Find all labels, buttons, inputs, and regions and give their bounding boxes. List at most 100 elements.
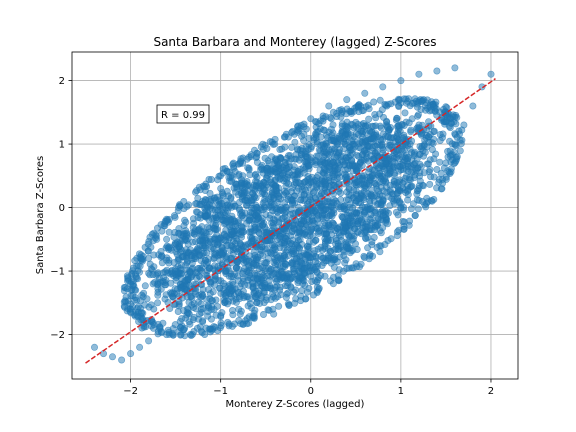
data-point <box>337 196 345 204</box>
data-point <box>436 137 444 145</box>
data-point <box>415 185 423 193</box>
data-point <box>420 96 428 104</box>
data-point <box>282 227 290 235</box>
data-point <box>287 205 295 213</box>
data-point <box>233 183 241 191</box>
data-point <box>181 324 189 332</box>
data-point <box>358 223 366 231</box>
data-point <box>280 191 288 199</box>
data-point <box>138 257 146 265</box>
data-point <box>199 242 207 250</box>
data-point <box>403 182 411 190</box>
data-point <box>91 343 99 351</box>
data-point <box>289 127 297 135</box>
data-point <box>353 178 361 186</box>
data-point <box>294 236 302 244</box>
data-point <box>288 261 296 269</box>
data-point <box>422 203 430 211</box>
data-point <box>388 134 396 142</box>
data-point <box>217 249 225 257</box>
data-point <box>300 191 308 199</box>
data-point <box>150 251 158 259</box>
data-point <box>360 254 368 262</box>
data-point <box>199 197 207 205</box>
data-point <box>295 244 303 252</box>
annotation-text: R = 0.99 <box>161 110 205 121</box>
data-point <box>321 272 329 280</box>
data-point <box>373 185 381 193</box>
data-point <box>313 174 321 182</box>
data-point <box>307 267 315 275</box>
data-point <box>172 267 180 275</box>
data-point <box>303 153 311 161</box>
data-point <box>255 210 263 218</box>
data-point <box>325 102 333 110</box>
data-point <box>150 321 158 329</box>
data-point <box>174 207 182 215</box>
data-point <box>339 213 347 221</box>
data-point <box>229 281 237 289</box>
data-point <box>446 147 454 155</box>
data-point <box>157 285 165 293</box>
data-point <box>132 273 140 281</box>
data-point <box>323 142 331 150</box>
data-point <box>290 288 298 296</box>
data-point <box>175 300 183 308</box>
data-point <box>258 264 266 272</box>
data-point <box>329 108 337 116</box>
data-point <box>169 331 177 339</box>
data-point <box>206 228 214 236</box>
data-point <box>247 196 255 204</box>
data-point <box>379 216 387 224</box>
data-point <box>335 231 343 239</box>
data-point <box>427 106 435 114</box>
data-point <box>261 245 269 253</box>
data-point <box>198 290 206 298</box>
data-point <box>444 167 452 175</box>
data-point <box>129 264 137 272</box>
data-point <box>314 276 322 284</box>
data-point <box>245 267 253 275</box>
data-point <box>325 221 333 229</box>
data-point <box>222 237 230 245</box>
data-point <box>250 186 258 194</box>
data-point <box>280 274 288 282</box>
data-point <box>321 235 329 243</box>
data-point <box>253 153 261 161</box>
data-point <box>297 121 305 129</box>
data-point <box>290 246 298 254</box>
data-point <box>245 166 253 174</box>
data-point <box>387 100 395 108</box>
data-point <box>395 103 403 111</box>
data-point <box>279 255 287 263</box>
data-point <box>204 312 212 320</box>
data-point <box>307 185 315 193</box>
data-point <box>192 200 200 208</box>
data-point <box>266 267 274 275</box>
data-point <box>312 181 320 189</box>
data-point <box>138 309 146 317</box>
data-point <box>253 299 261 307</box>
data-point <box>161 268 169 276</box>
data-point <box>393 114 401 122</box>
data-point <box>143 295 151 303</box>
data-point <box>302 295 310 303</box>
data-point <box>205 264 213 272</box>
data-point <box>449 113 457 121</box>
y-axis-label: Santa Barbara Z-Scores <box>35 156 46 275</box>
data-point <box>273 275 281 283</box>
data-point <box>416 150 424 158</box>
data-point <box>364 244 372 252</box>
data-point <box>296 146 304 154</box>
data-point <box>230 164 238 172</box>
data-point <box>327 125 335 133</box>
data-point <box>282 182 290 190</box>
data-point <box>190 300 198 308</box>
data-point <box>335 106 343 114</box>
data-point <box>265 159 273 167</box>
data-point <box>157 248 165 256</box>
data-point <box>145 337 153 345</box>
data-point <box>186 330 194 338</box>
data-point <box>397 77 405 85</box>
